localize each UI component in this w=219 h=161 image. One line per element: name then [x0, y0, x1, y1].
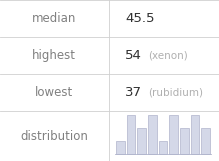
Text: median: median: [32, 12, 76, 25]
Bar: [170, 115, 178, 154]
Text: 37: 37: [125, 86, 142, 99]
Text: lowest: lowest: [35, 86, 73, 99]
Text: distribution: distribution: [20, 129, 88, 142]
Text: highest: highest: [32, 49, 76, 62]
Bar: [180, 128, 189, 154]
Text: 45.5: 45.5: [125, 12, 154, 25]
Bar: [137, 128, 146, 154]
Bar: [191, 115, 199, 154]
Text: 54: 54: [125, 49, 142, 62]
Bar: [116, 141, 125, 154]
Text: (xenon): (xenon): [148, 51, 188, 61]
Bar: [148, 115, 157, 154]
Text: (rubidium): (rubidium): [148, 87, 203, 98]
Bar: [159, 141, 167, 154]
Bar: [201, 128, 210, 154]
Bar: [127, 115, 135, 154]
